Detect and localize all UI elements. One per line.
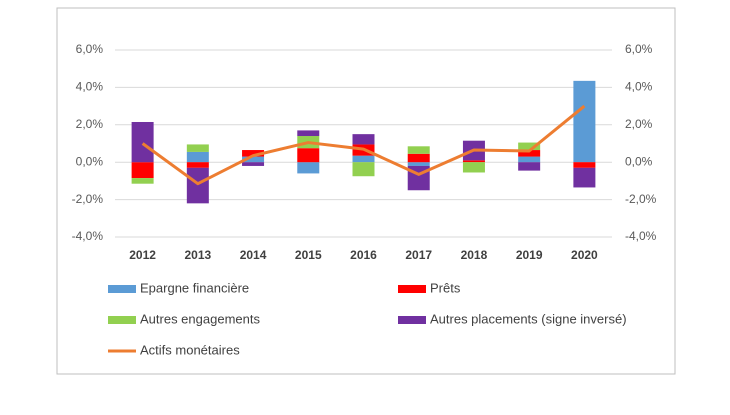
x-tick-label: 2013 [184,248,211,262]
bar-segment [462,162,485,173]
y-tick-label: 4,0% [76,80,104,94]
y-tick-label: -2,0% [72,192,104,206]
bar-segment [352,162,375,177]
y-tick-label: 6,0% [76,42,104,56]
x-tick-label: 2016 [350,248,377,262]
legend-swatch [108,285,136,293]
x-tick-label: 2015 [295,248,322,262]
x-tick-label: 2012 [129,248,156,262]
x-tick-label: 2017 [405,248,432,262]
legend-label: Epargne financière [140,280,249,295]
y2-tick-label: 4,0% [625,80,653,94]
bar-segment [518,142,541,151]
bar-segment [462,160,485,163]
bar-segment [131,178,154,184]
bar-segment [242,156,265,163]
legend-swatch [108,316,136,324]
x-tick-label: 2020 [571,248,598,262]
bar-segment [352,134,375,145]
legend-label: Autres placements (signe inversé) [430,311,627,326]
bar-segment [352,155,375,163]
line-series [141,104,586,186]
y2-tick-label: -4,0% [625,229,657,243]
y2-tick-label: 0,0% [625,154,653,168]
y2-tick-label: -2,0% [625,192,657,206]
bar-segment [573,167,596,188]
bar-segment [186,162,209,168]
bar-segment [186,151,209,163]
bar-segment [131,121,154,163]
legend-label: Actifs monétaires [140,342,240,357]
bar-segment [131,162,154,179]
bar-segment [297,148,320,163]
bar-segment [186,167,209,204]
bar-segment [407,146,430,154]
bar-segment [573,80,596,163]
bar-segment [407,162,430,166]
bar-segment [186,144,209,152]
x-tick-label: 2018 [461,248,488,262]
bar-segment [242,150,265,157]
y-tick-label: 0,0% [76,154,104,168]
bar-segment [573,162,596,168]
y-tick-label: 2,0% [76,117,104,131]
x-tick-label: 2019 [516,248,543,262]
bar-segment [242,162,265,166]
y2-tick-label: 6,0% [625,42,653,56]
legend-label: Prêts [430,280,461,295]
y-tick-label: -4,0% [72,229,104,243]
x-tick-label: 2014 [240,248,267,262]
bar-segment [518,156,541,163]
legend-label: Autres engagements [140,311,260,326]
legend-swatch [398,316,426,324]
bar-segment [297,130,320,137]
chart-border [56,7,676,375]
bar-segment [518,162,541,171]
y2-tick-label: 2,0% [625,117,653,131]
bar-segment [297,162,320,174]
bar-segment [407,153,430,163]
legend-swatch [398,285,426,293]
bar-segment [518,150,541,157]
